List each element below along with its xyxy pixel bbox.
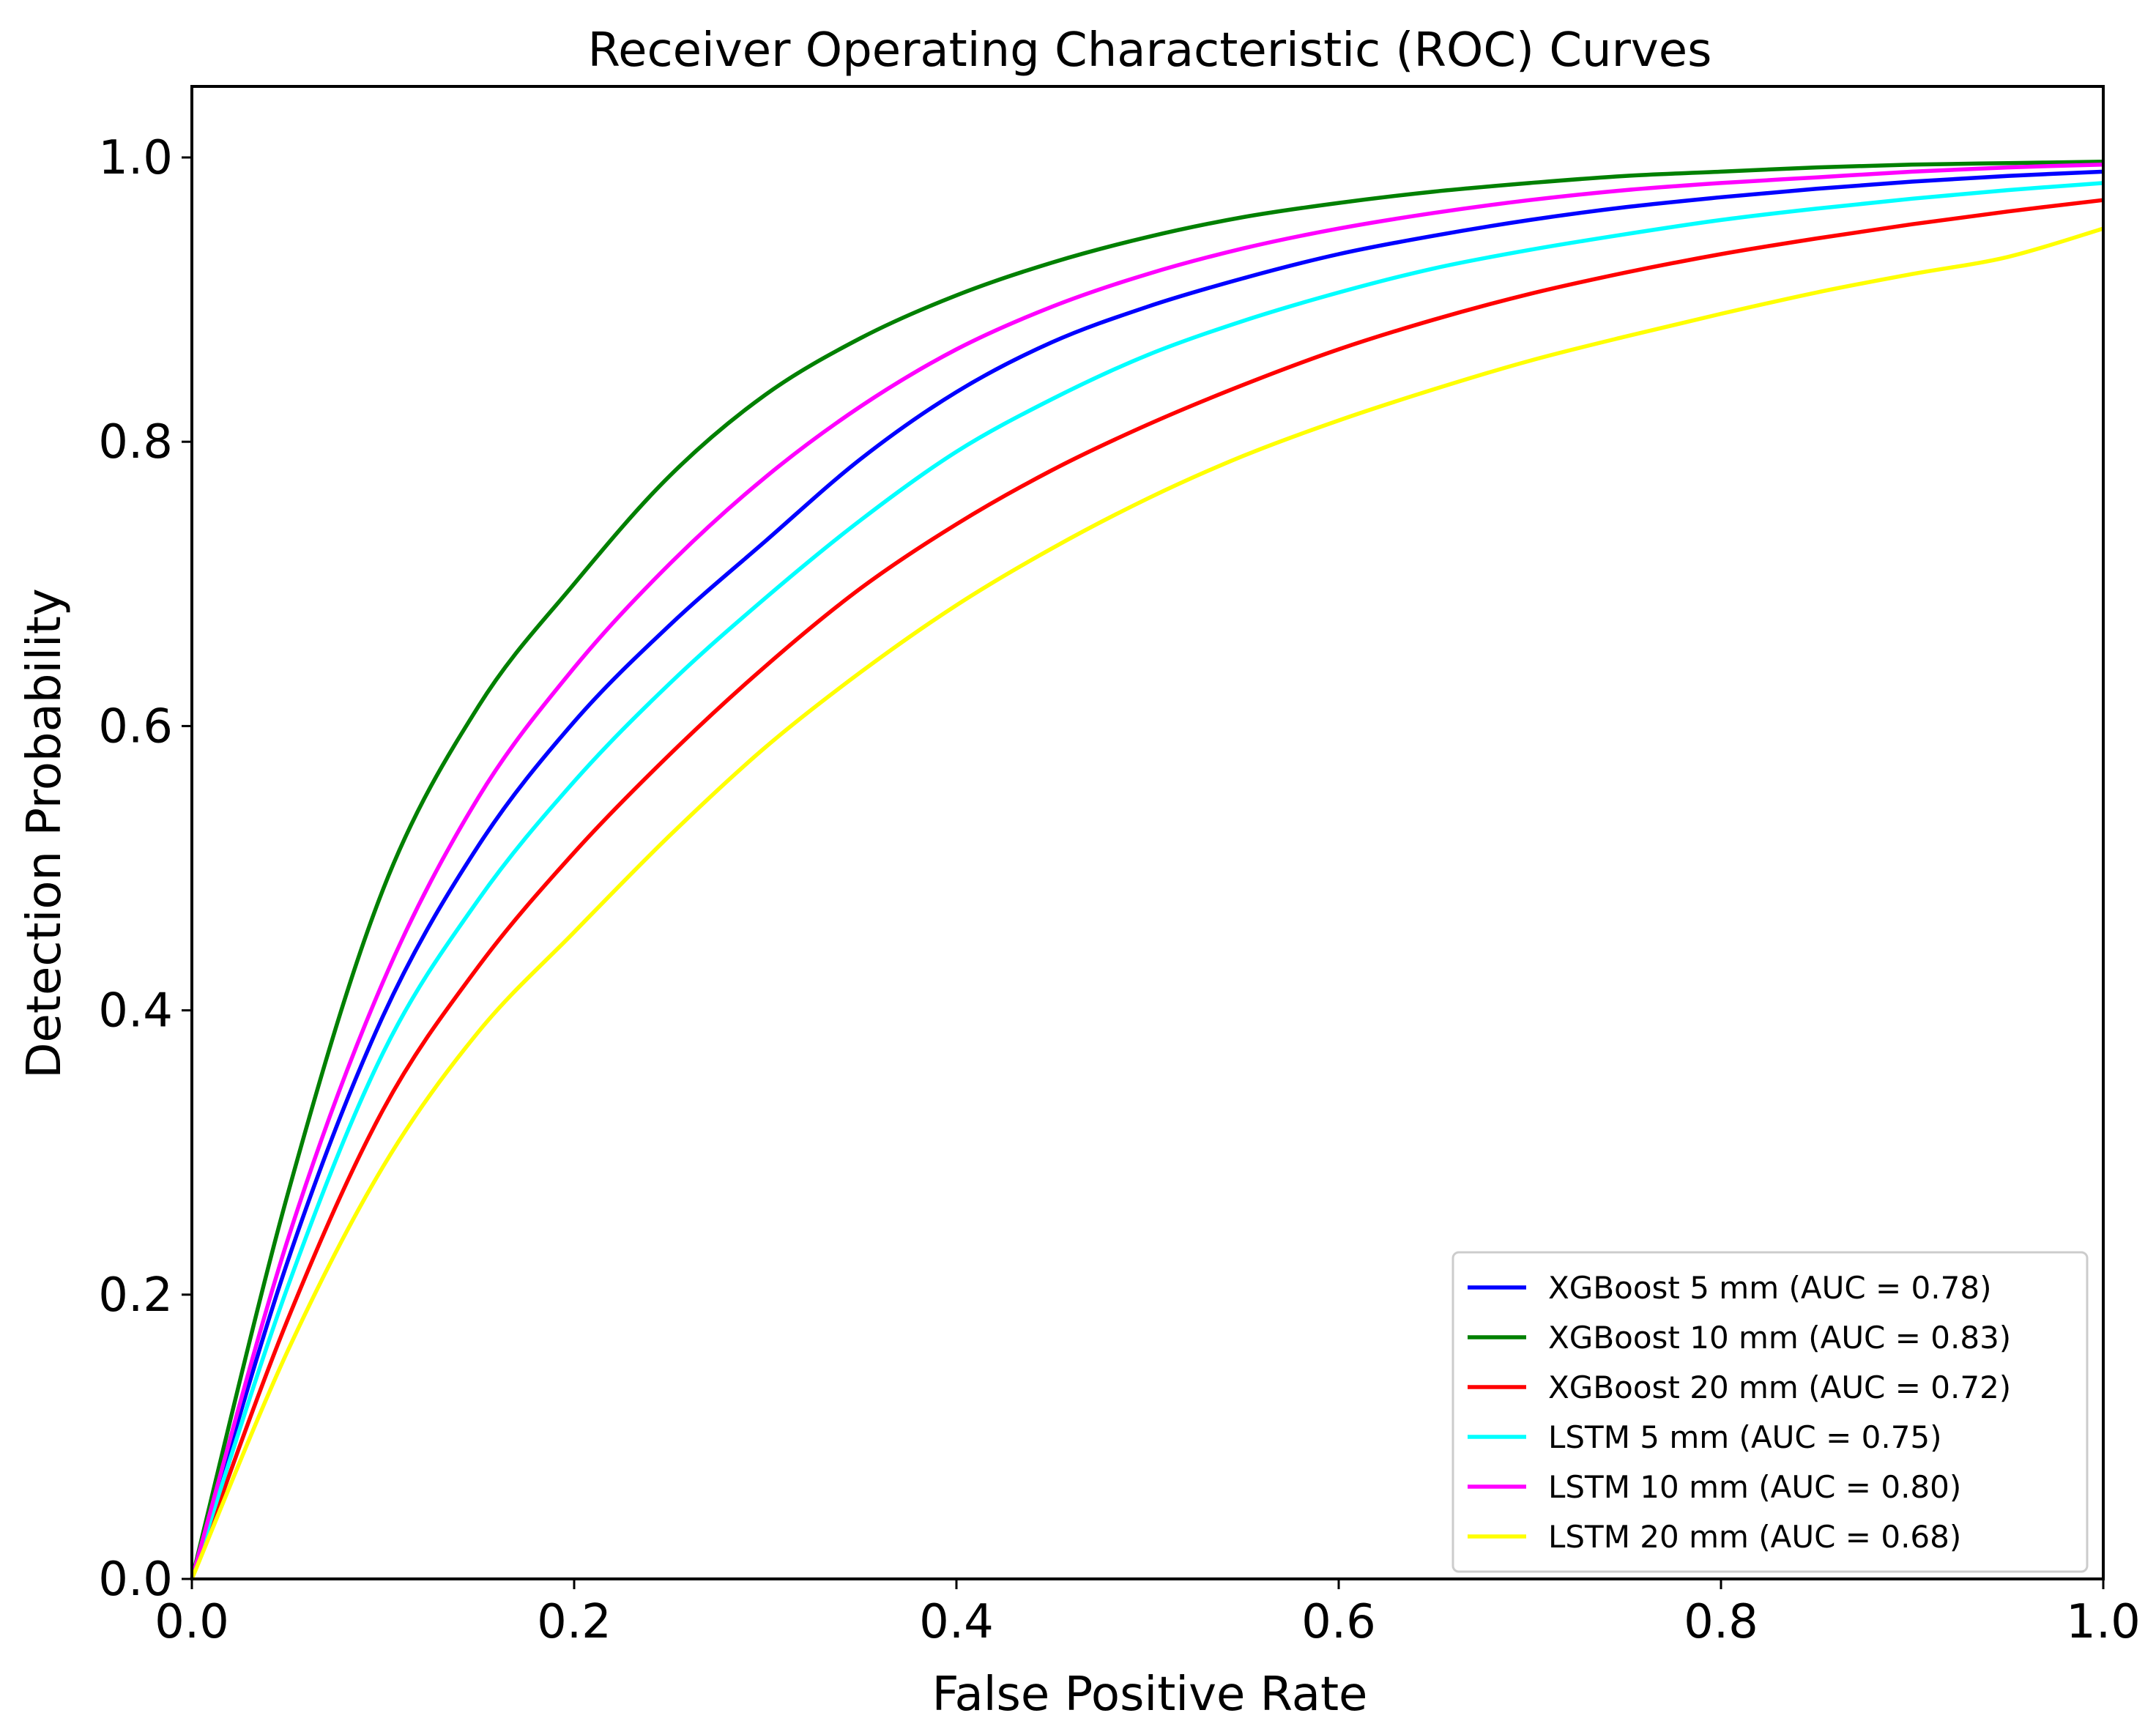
series-line-xgboost-10-mm <box>190 160 2104 1580</box>
y-axis-label: Detection Probability <box>18 588 72 1079</box>
x-tick-label: 0.4 <box>919 1595 994 1649</box>
y-tick-label: 0.4 <box>98 984 173 1038</box>
series-line-xgboost-5-mm <box>190 169 2104 1580</box>
y-tick-label: 0.0 <box>98 1553 173 1607</box>
legend-label: XGBoost 20 mm (AUC = 0.72) <box>1548 1369 2011 1405</box>
series-line-lstm-10-mm <box>190 162 2104 1580</box>
ticks-layer: 0.0 0.2 0.4 0.6 0.8 1.0 0.0 0.2 0.4 0.6 0.8 1.0 <box>98 131 2141 1649</box>
x-tick-label: 0.6 <box>1301 1595 1376 1649</box>
legend: XGBoost 5 mm (AUC = 0.78) XGBoost 10 mm (… <box>1451 1251 2089 1573</box>
legend-label: XGBoost 10 mm (AUC = 0.83) <box>1548 1320 2011 1356</box>
series-layer <box>190 160 2104 1580</box>
legend-label: LSTM 5 mm (AUC = 0.75) <box>1548 1419 1942 1455</box>
y-tick-label: 0.2 <box>98 1268 173 1323</box>
series-line-xgboost-20-mm <box>190 198 2104 1580</box>
legend-label: XGBoost 5 mm (AUC = 0.78) <box>1548 1270 1991 1306</box>
chart-title: Receiver Operating Characteristic (ROC) … <box>588 23 1712 78</box>
y-tick-label: 0.6 <box>98 699 173 754</box>
x-tick-label: 0.0 <box>155 1595 229 1649</box>
legend-label: LSTM 10 mm (AUC = 0.80) <box>1548 1469 1961 1505</box>
series-line-lstm-5-mm <box>190 181 2104 1580</box>
series-line-lstm-20-mm <box>190 226 2104 1580</box>
x-tick-label: 1.0 <box>2066 1595 2141 1649</box>
legend-box <box>1451 1251 2089 1573</box>
y-tick-label: 1.0 <box>98 131 173 185</box>
plot-area-frame <box>190 85 2105 1580</box>
x-tick-label: 0.2 <box>537 1595 612 1649</box>
y-tick-label: 0.8 <box>98 415 173 469</box>
x-axis-label: False Positive Rate <box>932 1668 1368 1722</box>
legend-label: LSTM 20 mm (AUC = 0.68) <box>1548 1519 1961 1555</box>
x-tick-label: 0.8 <box>1684 1595 1758 1649</box>
